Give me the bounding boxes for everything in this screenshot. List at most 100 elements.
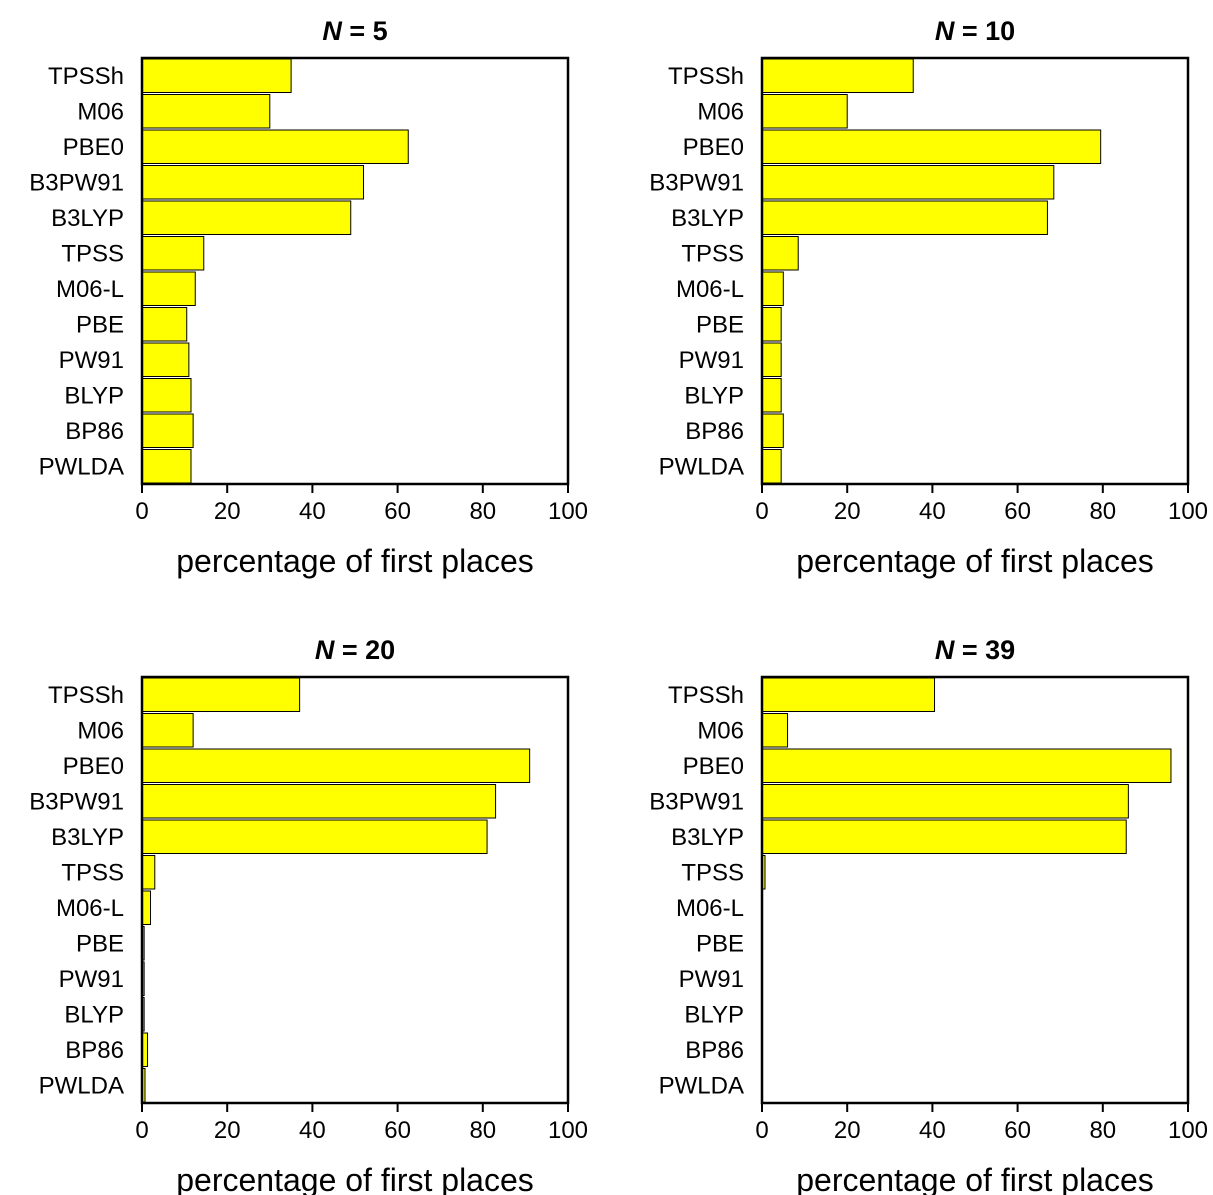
category-label: PBE0 [683,134,744,161]
x-tick-label: 80 [1089,1117,1116,1144]
category-label: PW91 [679,347,744,374]
x-tick-label: 20 [834,498,861,525]
bar-tpssh [761,677,936,712]
category-label: M06-L [56,276,124,303]
bar-pw91 [761,342,782,377]
x-tick-label: 20 [214,1117,241,1144]
category-label: B3LYP [51,205,124,232]
x-tick-label: 20 [214,498,241,525]
bar-tpss [141,855,156,890]
bar-bp86 [141,413,194,448]
category-label: M06-L [56,895,124,922]
plot-frame [140,675,570,1105]
category-label: TPSSh [668,63,744,90]
category-label: TPSS [681,240,744,267]
bar-b3lyp [761,819,1127,854]
x-tick-label: 40 [919,498,946,525]
bar-pbe [141,307,188,342]
category-label: BLYP [684,382,744,409]
chart-title-variable: N [935,16,955,46]
category-label: BP86 [65,1037,124,1064]
category-label: BP86 [65,418,124,445]
bar-tpss [761,236,799,271]
x-tick-label: 80 [469,1117,496,1144]
bar-pbe0 [141,129,409,164]
bar-pwlda [761,449,782,484]
category-label: PBE0 [63,134,124,161]
bar-pbe [761,307,782,342]
x-tick-label: 40 [299,498,326,525]
chart-title: N = 5 [322,16,387,46]
x-axis-label: percentage of first places [176,1162,534,1195]
category-label: B3LYP [671,205,744,232]
bar-bp86 [761,413,784,448]
x-axis-label: percentage of first places [796,1162,1154,1195]
category-label: M06-L [676,895,744,922]
bar-pw91 [141,342,190,377]
bar-blyp [141,378,192,413]
x-tick-label: 40 [299,1117,326,1144]
category-label: TPSSh [48,63,124,90]
category-label: PWLDA [39,1072,124,1099]
bar-m06-l [141,890,152,925]
category-label: BP86 [685,1037,744,1064]
bar-b3pw91 [141,784,497,819]
category-label: TPSS [681,859,744,886]
category-label: M06 [77,717,124,744]
bar-b3pw91 [761,784,1129,819]
category-label: B3LYP [671,824,744,851]
x-tick-label: 60 [384,498,411,525]
category-label: PBE0 [683,753,744,780]
bar-pwlda [141,449,192,484]
plot-frame [760,56,1190,486]
category-label: B3PW91 [29,788,124,815]
x-tick-label: 20 [834,1117,861,1144]
x-tick-label: 0 [755,1117,768,1144]
bar-tpssh [141,58,292,93]
x-tick-label: 0 [135,1117,148,1144]
bar-tpssh [761,58,914,93]
category-label: PBE [696,311,744,338]
chart-title: N = 39 [935,635,1015,665]
category-label: TPSS [61,859,124,886]
category-label: BLYP [64,1001,124,1028]
category-label: M06 [77,98,124,125]
chart-panel-1: N = 5TPSShM06PBE0B3PW91B3LYPTPSSM06-LPBE… [29,16,588,579]
chart-title: N = 20 [315,635,395,665]
x-tick-label: 100 [548,1117,588,1144]
x-tick-label: 60 [384,1117,411,1144]
bar-b3lyp [141,819,488,854]
plot-frame [760,675,1190,1105]
bar-tpssh [141,677,301,712]
bar-m06 [761,713,789,748]
category-label: M06 [697,98,744,125]
category-label: BP86 [685,418,744,445]
bar-blyp [761,378,782,413]
category-label: PBE [696,930,744,957]
chart-title-value: = 39 [954,635,1015,665]
category-label: B3PW91 [649,788,744,815]
category-label: BLYP [64,382,124,409]
chart-title-variable: N [935,635,955,665]
category-label: PW91 [59,966,124,993]
x-tick-label: 0 [135,498,148,525]
category-label: PW91 [679,966,744,993]
category-label: PWLDA [39,453,124,480]
category-label: BLYP [684,1001,744,1028]
x-tick-label: 80 [469,498,496,525]
category-label: B3PW91 [649,169,744,196]
x-axis-label: percentage of first places [796,543,1154,579]
category-label: B3PW91 [29,169,124,196]
x-tick-label: 40 [919,1117,946,1144]
chart-panel-3: N = 20TPSShM06PBE0B3PW91B3LYPTPSSM06-LPB… [29,635,588,1195]
bar-tpss [141,236,205,271]
x-tick-label: 100 [1168,1117,1208,1144]
chart-title-variable: N [322,16,342,46]
x-tick-label: 0 [755,498,768,525]
bar-b3lyp [141,200,352,235]
bar-pbe0 [141,748,531,783]
x-tick-label: 60 [1004,498,1031,525]
category-label: PWLDA [659,453,744,480]
category-label: B3LYP [51,824,124,851]
